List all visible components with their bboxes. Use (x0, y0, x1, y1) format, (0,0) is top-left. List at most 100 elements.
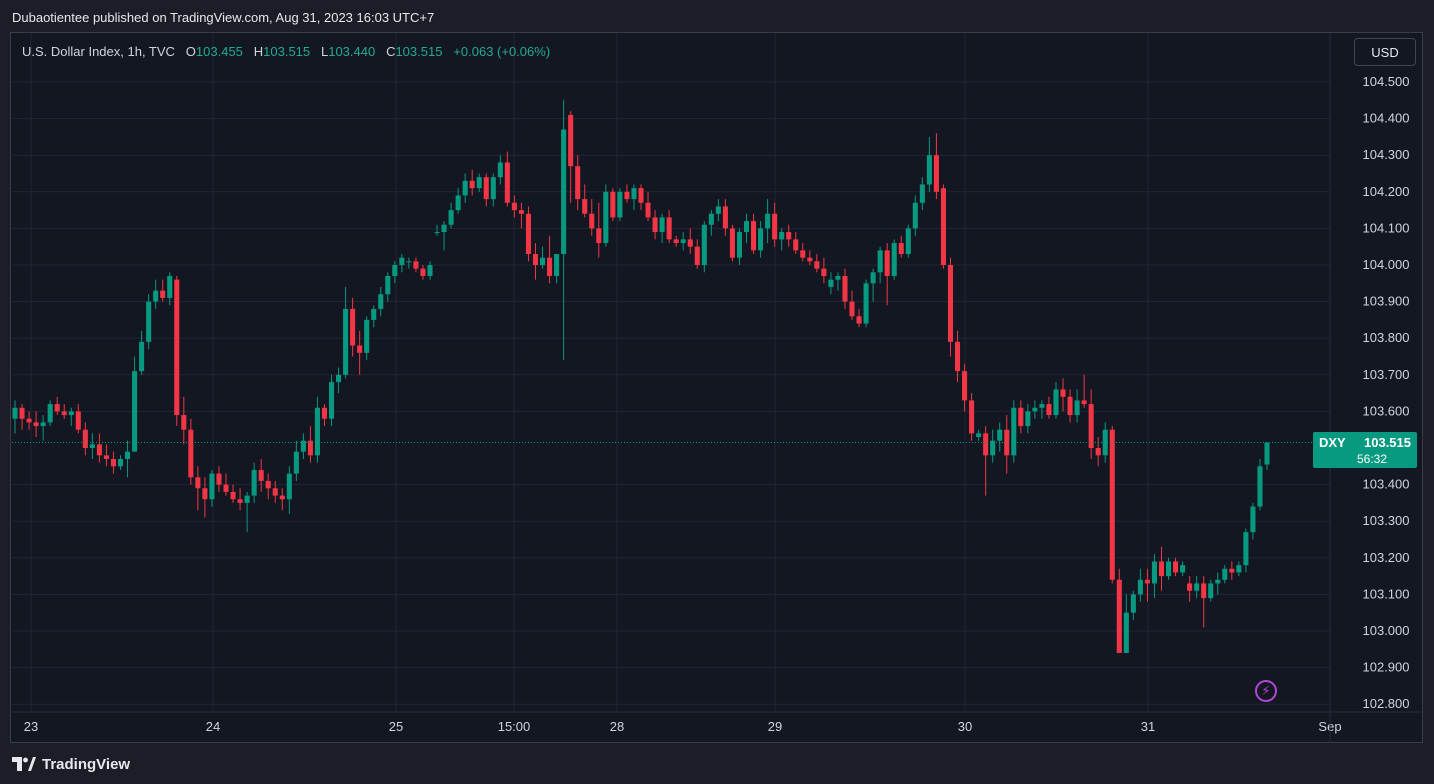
x-tick-label: 29 (768, 719, 782, 734)
candle-body (258, 469, 264, 481)
candle-body (912, 202, 918, 229)
candle-body (863, 283, 869, 324)
price-tag-countdown: 56:32 (1357, 452, 1388, 466)
x-tick-label: 24 (206, 719, 220, 734)
candle-body (518, 210, 524, 214)
candle-body (736, 232, 743, 258)
chart-frame[interactable] (10, 32, 1423, 743)
candle-body (47, 404, 53, 423)
candle-body (1194, 583, 1200, 591)
candle-body (251, 469, 257, 496)
candle-body (849, 301, 855, 317)
candle-body (554, 254, 560, 276)
candle-body (715, 206, 721, 214)
candle-body (821, 268, 827, 276)
candle-body (596, 228, 602, 244)
candle-body (547, 257, 553, 276)
y-tick-label: 103.800 (1363, 330, 1410, 345)
x-tick-label: 28 (610, 719, 624, 734)
candle-body (1053, 389, 1059, 416)
legend-symbol: U.S. Dollar Index, 1h, TVC (22, 44, 175, 59)
candle-body (1215, 579, 1221, 584)
candle-body (300, 440, 306, 452)
candle-body (539, 257, 546, 265)
candle-body (1046, 404, 1052, 416)
currency-button[interactable]: USD (1354, 38, 1416, 66)
candle-body (350, 308, 356, 346)
candle-body (1222, 568, 1228, 580)
candle-body (483, 177, 489, 200)
legend-high-value: 103.515 (263, 44, 311, 59)
y-tick-label: 102.900 (1363, 660, 1410, 675)
candle-body (772, 213, 778, 240)
candle-body (807, 257, 813, 262)
candle-body (174, 279, 180, 416)
candle-body (209, 473, 215, 500)
candle-body (631, 188, 637, 200)
candle-body (680, 239, 686, 244)
candle-body (160, 290, 166, 298)
candle-body (1229, 568, 1235, 573)
candle-body (1116, 579, 1122, 653)
candle-body (61, 411, 67, 416)
candle-body (891, 243, 897, 276)
candle-body (336, 374, 342, 383)
candle-body (976, 433, 982, 438)
candle-body (12, 407, 18, 419)
candle-body (983, 433, 989, 456)
y-tick-label: 102.800 (1363, 696, 1410, 711)
candle-body (786, 232, 792, 240)
legend-open-label: O (185, 44, 196, 59)
candle-body (729, 228, 735, 258)
y-tick-label: 104.200 (1363, 184, 1410, 199)
candle-body (870, 272, 876, 284)
candle-body (969, 400, 975, 434)
tradingview-footer[interactable]: TradingView (12, 754, 130, 774)
candle-body (532, 254, 539, 265)
candle-body (1130, 594, 1136, 613)
candle-body (33, 422, 39, 427)
candle-body (694, 246, 700, 265)
legend-open-value: 103.455 (195, 44, 243, 59)
candle-body (68, 411, 74, 416)
x-tick-label: 25 (389, 719, 403, 734)
candle-body (779, 232, 785, 240)
legend-change: +0.063 (+0.06%) (453, 44, 551, 59)
legend-high-label: H (253, 44, 264, 59)
candle-body (406, 261, 412, 263)
candle-body (743, 221, 750, 233)
candle-body (1173, 561, 1179, 573)
candle-body (1243, 532, 1249, 566)
candle-body (26, 418, 32, 423)
candle-body (758, 228, 764, 251)
candle-body (1074, 400, 1080, 416)
candle-body (265, 480, 271, 489)
candle-body (420, 268, 426, 276)
candle-body (230, 491, 236, 500)
candle-body (378, 294, 384, 309)
candle-body (638, 188, 644, 203)
candle-body (1011, 407, 1017, 456)
candle-body (1236, 565, 1242, 573)
candle-body (1060, 389, 1066, 397)
tradingview-logo-icon (12, 757, 36, 771)
candle-body (1018, 407, 1024, 427)
candle-body (476, 177, 482, 189)
y-tick-label: 103.900 (1363, 294, 1410, 309)
candle-body (272, 488, 278, 496)
y-tick-label: 104.400 (1363, 111, 1410, 126)
candle-body (321, 407, 328, 419)
candle-body (293, 451, 299, 474)
candle-body (561, 129, 567, 255)
lightning-bolt-icon[interactable]: ⚡ (1255, 680, 1277, 702)
candle-body (962, 371, 968, 401)
y-tick-label: 104.300 (1363, 147, 1410, 162)
candle-body (314, 407, 320, 456)
candle-body (1137, 579, 1143, 595)
legend-close-value: 103.515 (395, 44, 443, 59)
candle-body (139, 341, 145, 372)
candle-body (343, 308, 349, 375)
candle-body (624, 191, 630, 200)
candle-body (835, 275, 841, 280)
